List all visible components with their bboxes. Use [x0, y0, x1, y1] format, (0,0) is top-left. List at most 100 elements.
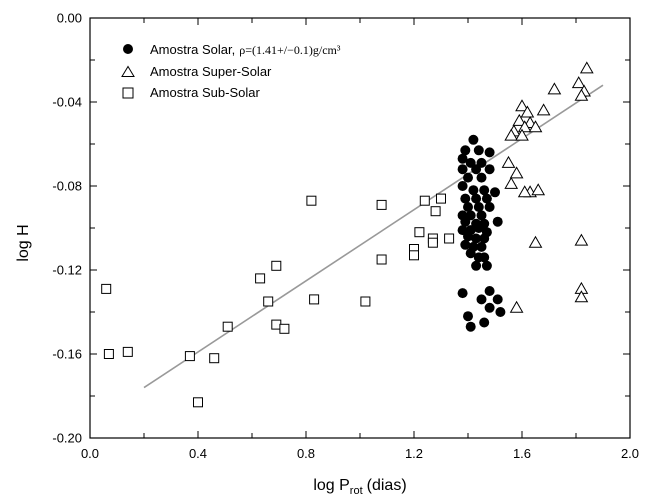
x-tick-label: 2.0 [621, 446, 639, 461]
y-tick-label: -0.16 [52, 347, 82, 362]
data-point-solar [463, 172, 473, 183]
y-tick-label: 0.00 [57, 11, 82, 26]
data-point-sub-solar [222, 321, 233, 332]
data-point-super-solar [547, 82, 562, 95]
data-point-solar [471, 260, 482, 271]
data-point-super-solar [571, 76, 586, 89]
data-point-solar [484, 202, 495, 212]
data-point-sub-solar [103, 349, 114, 359]
legend-label-solar-density: ρ=(1.41+/−0.1)g/cm³ [239, 43, 341, 57]
data-point-sub-solar [409, 250, 419, 261]
data-point-solar [460, 239, 471, 250]
data-point-super-solar [528, 235, 543, 248]
legend-label-super-solar: Amostra Super-Solar [150, 64, 272, 79]
data-point-solar [481, 193, 492, 204]
data-point-super-solar [515, 99, 529, 112]
axis-ticks: 0.0 0.4 0.8 1.2 1.6 2.0 0.00 -0.04 -0.08 -0.12 -0.… [52, 11, 639, 462]
data-point-sub-solar [101, 283, 112, 294]
data-point-solar [479, 252, 490, 263]
data-point-super-solar [520, 105, 535, 118]
y-tick-label: -0.20 [52, 431, 82, 446]
x-axis-title: log Prot (dias) [313, 477, 406, 497]
data-point-solar [465, 321, 476, 332]
data-point-solar [481, 260, 492, 271]
data-point-sub-solar [436, 193, 446, 204]
plot-frame [89, 17, 631, 439]
x-axis-title-main: log P [313, 477, 349, 494]
data-point-sub-solar [263, 296, 274, 307]
data-point-sub-solar [193, 397, 203, 408]
data-point-sub-solar [184, 351, 195, 362]
data-points [101, 61, 594, 408]
data-point-super-solar [509, 166, 524, 179]
data-point-super-solar [528, 120, 543, 133]
data-point-sub-solar [414, 227, 425, 238]
data-point-sub-solar [376, 199, 387, 210]
data-point-super-solar [536, 103, 551, 116]
fit-line-group [143, 84, 604, 389]
data-point-solar [479, 233, 490, 244]
data-point-super-solar [531, 183, 546, 196]
x-tick-label: 0.4 [189, 446, 207, 461]
legend-label-sub-solar: Amostra Sub-Solar [150, 85, 260, 100]
data-point-super-solar [512, 113, 527, 126]
data-point-solar [490, 187, 500, 198]
data-point-solar [468, 185, 479, 196]
y-tick-label: -0.04 [52, 95, 82, 110]
data-point-solar [484, 302, 495, 313]
data-point-solar [484, 286, 495, 296]
data-point-super-solar [504, 128, 519, 141]
legend-marker-sub-solar [122, 87, 134, 99]
data-point-sub-solar [360, 296, 371, 307]
data-point-solar [460, 145, 471, 156]
data-point-solar [471, 193, 482, 204]
data-point-super-solar [517, 185, 532, 198]
data-point-solar [484, 164, 495, 175]
data-point-solar [460, 216, 471, 227]
data-point-super-solar [579, 61, 594, 74]
data-point-solar [492, 216, 503, 227]
x-tick-label: 1.6 [513, 446, 531, 461]
data-point-solar [463, 311, 473, 322]
legend-label-solar-name: Amostra Solar, [150, 42, 235, 57]
data-point-solar [473, 145, 484, 156]
data-point-solar [471, 233, 482, 244]
legend-marker-solar [123, 44, 133, 54]
data-point-solar [479, 317, 490, 328]
data-point-super-solar [574, 290, 589, 303]
legend-marker-super-solar [121, 65, 135, 77]
data-point-solar [473, 202, 484, 212]
y-axis-title: log H [15, 224, 32, 261]
data-point-sub-solar [122, 346, 133, 357]
data-point-super-solar [504, 176, 519, 189]
data-point-solar [484, 147, 495, 158]
x-tick-label: 0.8 [297, 446, 315, 461]
legend-label-solar: Amostra Solar, ρ=(1.41+/−0.1)g/cm³ [150, 42, 341, 57]
data-point-solar [495, 307, 506, 317]
data-point-sub-solar [430, 206, 441, 217]
data-point-solar [457, 153, 468, 164]
legend: Amostra Solar, ρ=(1.41+/−0.1)g/cm³ Amostr… [121, 42, 341, 100]
data-point-sub-solar [255, 273, 266, 284]
x-axis-title-subscript: rot [350, 485, 363, 497]
data-point-solar [476, 294, 487, 305]
data-point-solar [457, 288, 468, 299]
data-point-sub-solar [427, 237, 438, 248]
data-point-sub-solar [419, 195, 430, 206]
data-point-super-solar [515, 128, 529, 141]
data-point-super-solar [574, 88, 589, 101]
data-point-solar [468, 134, 479, 145]
data-point-solar [473, 223, 484, 233]
data-point-sub-solar [309, 294, 320, 305]
y-tick-label: -0.08 [52, 179, 82, 194]
x-axis-title-suffix: (dias) [367, 477, 407, 494]
data-point-solar [471, 164, 482, 175]
data-point-super-solar [574, 233, 589, 246]
data-point-solar [457, 164, 468, 175]
data-point-sub-solar [376, 254, 387, 265]
data-point-solar [463, 231, 473, 242]
data-point-sub-solar [209, 353, 220, 364]
x-tick-label: 0.0 [81, 446, 99, 461]
data-point-super-solar [517, 120, 532, 133]
data-point-sub-solar [271, 260, 282, 271]
